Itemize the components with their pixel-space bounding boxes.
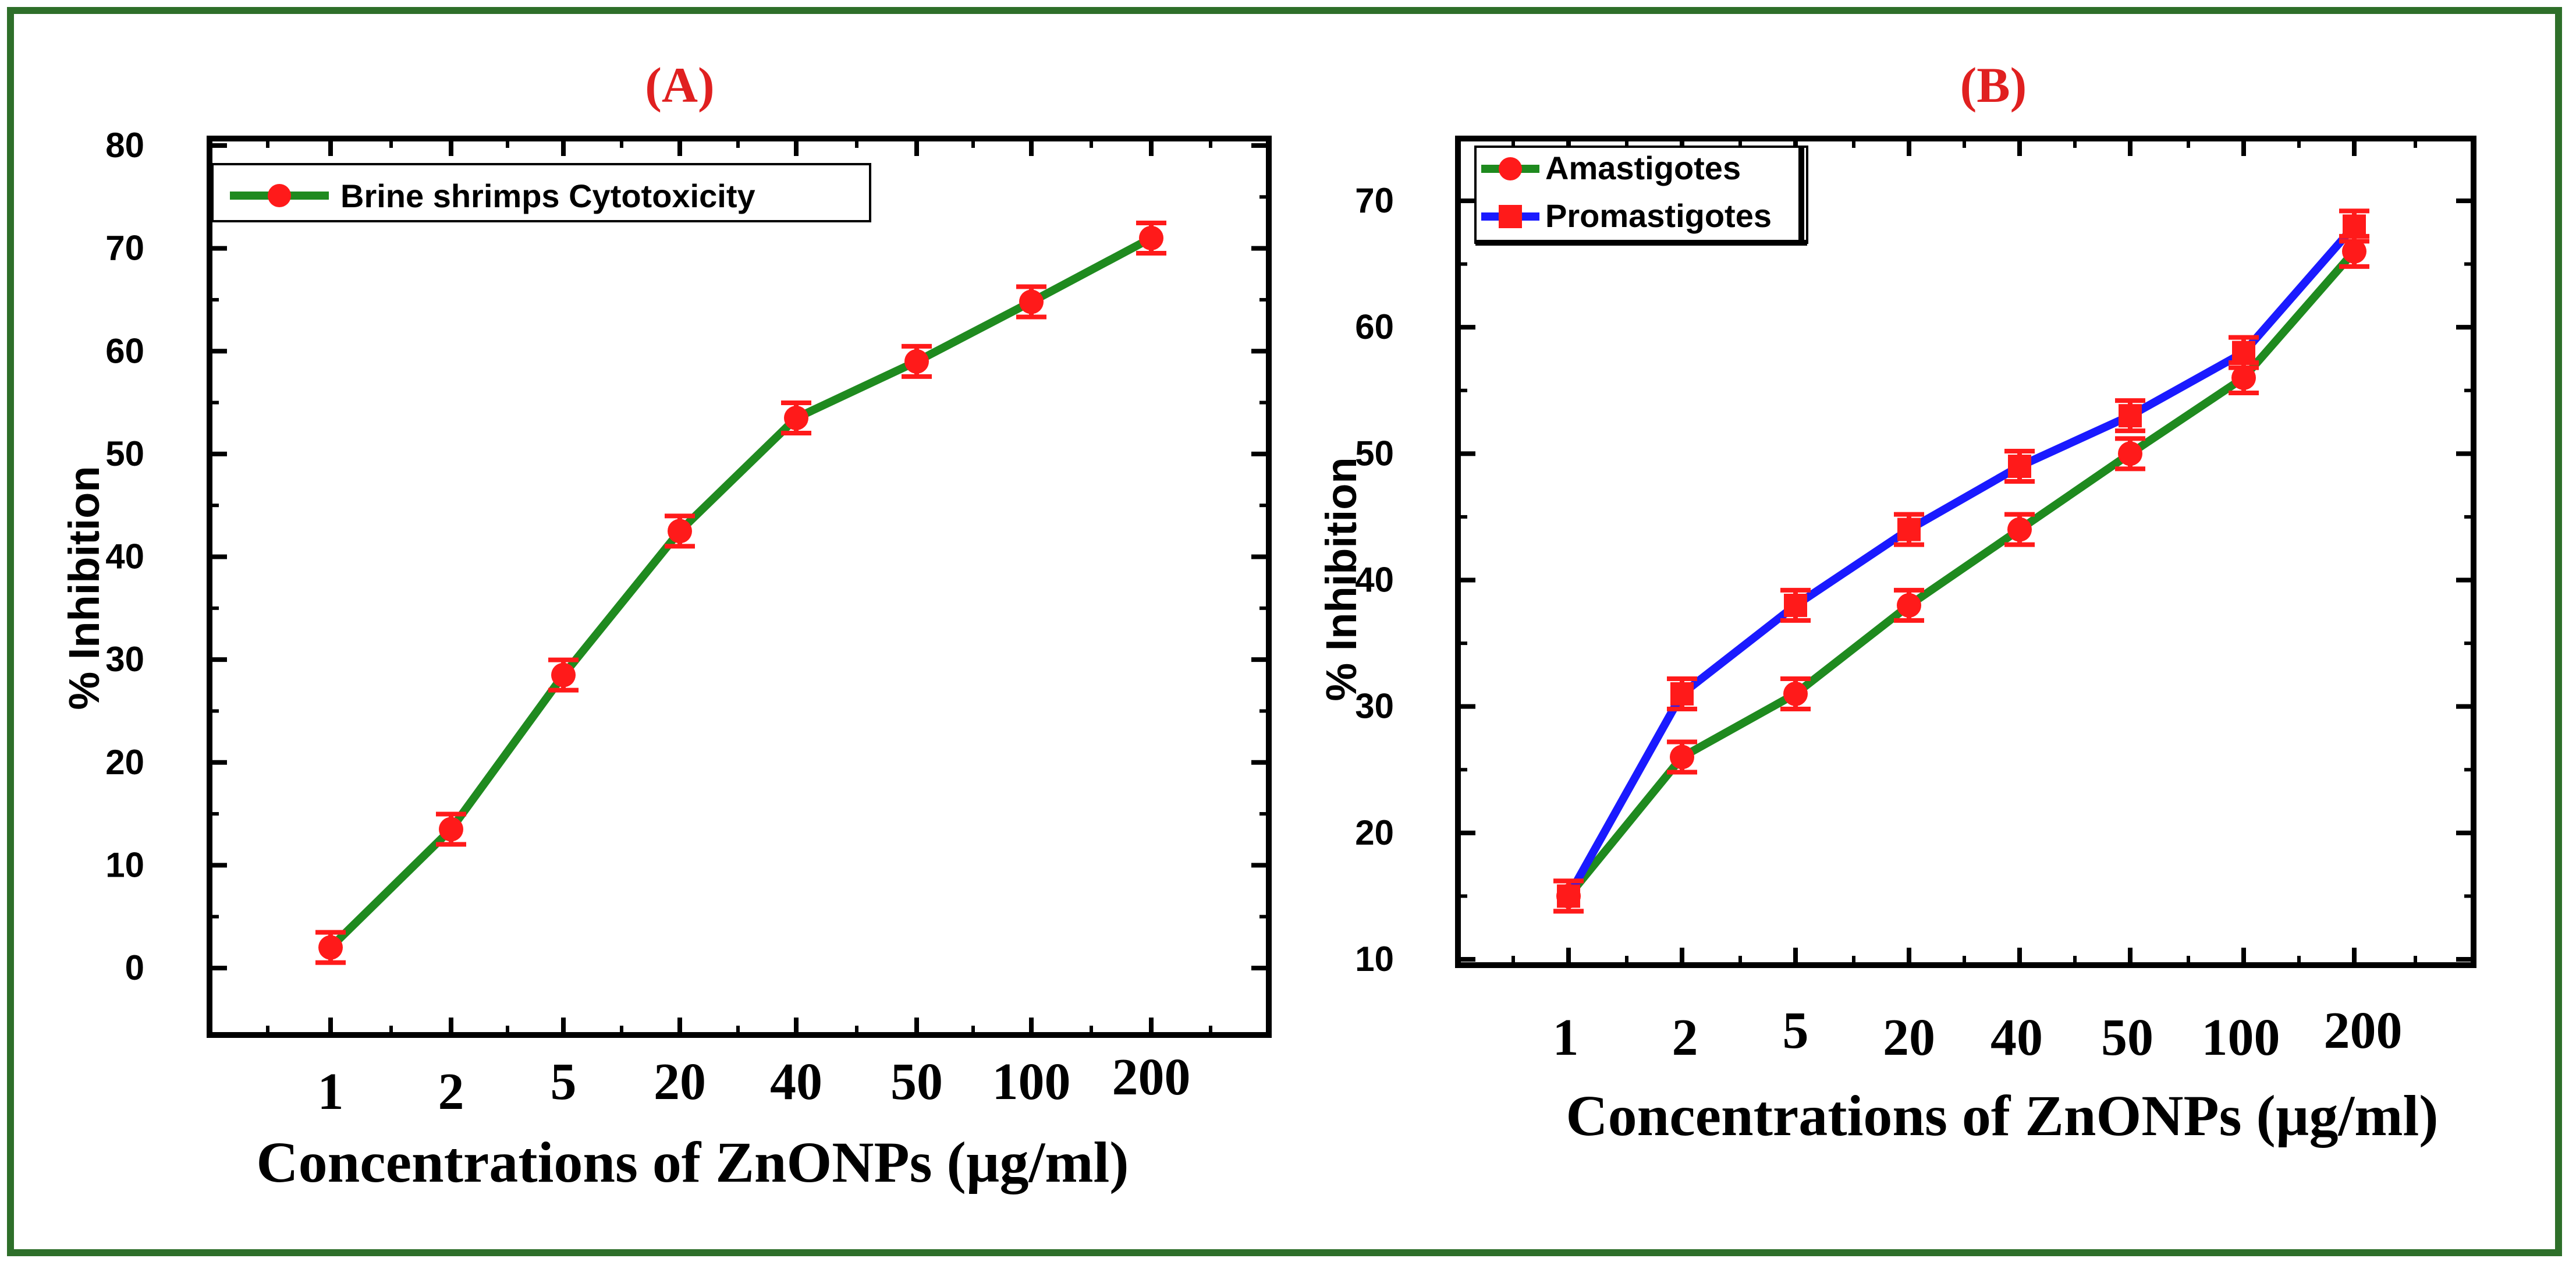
panel-b-series-amastigotes-point <box>2004 512 2035 547</box>
panel-a-series-brine-shrimps-cytotoxicity-marker <box>318 935 343 960</box>
panel-a-y-axis-label: % Inhibition <box>60 466 108 710</box>
panel-b-series-amastigotes-marker <box>2231 366 2256 391</box>
panel-a-x-tick-label: 2 <box>438 1063 464 1121</box>
panel-a-series-brine-shrimps-cytotoxicity-point <box>1016 284 1046 320</box>
panel-a-y-tick-label: 60 <box>105 331 144 370</box>
panel-b-series-amastigotes-marker <box>1783 681 1808 706</box>
panel-b-title: (B) <box>1960 57 2027 113</box>
panel-a-y-tick-label: 70 <box>105 229 144 268</box>
panel-a-x-tick-label: 5 <box>551 1053 577 1111</box>
panel-b-x-tick-label: 1 <box>1553 1009 1579 1066</box>
panel-b-x-tick-label: 40 <box>1990 1009 2043 1066</box>
panel-a-x-tick-label: 1 <box>318 1063 344 1121</box>
panel-a-x-tick-label: 200 <box>1112 1048 1191 1106</box>
panel-a-series-brine-shrimps-cytotoxicity-point <box>548 657 579 693</box>
panel-b-series-amastigotes-point <box>1667 739 1697 775</box>
panel-a-series-brine-shrimps-cytotoxicity-marker <box>1019 289 1044 314</box>
panel-a: (A) 0 10 20 30 40 50 60 70 80 1 2 5 20 40 50 100… <box>60 57 1272 1194</box>
panel-a-y-tick-label: 0 <box>125 948 144 987</box>
panel-a-x-tick-label: 50 <box>890 1053 943 1111</box>
panel-a-series-brine-shrimps-cytotoxicity-point <box>436 811 466 847</box>
panel-b-x-tick-label: 200 <box>2324 1002 2403 1059</box>
panel-b-series-promastigotes-point <box>2229 335 2259 370</box>
panel-b-series-promastigotes-point <box>1894 512 1924 547</box>
panel-a-series-brine-shrimps-cytotoxicity-point <box>781 400 811 436</box>
panel-a-y-tick-label: 20 <box>105 743 144 782</box>
panel-b-series-promastigotes-marker <box>1897 517 1921 541</box>
panel-a-x-tick-label: 100 <box>992 1053 1071 1111</box>
panel-b-y-tick-label: 50 <box>1355 434 1394 473</box>
panel-b-series-amastigotes-point <box>2115 436 2145 472</box>
panel-a-y-tick-label: 50 <box>105 434 144 473</box>
panel-a-y-tick-label: 80 <box>105 126 144 165</box>
panel-b-series-promastigotes-point <box>2004 449 2035 484</box>
panel-b-series-promastigotes-marker <box>2232 341 2255 364</box>
panel-b-series-amastigotes-point <box>1894 587 1924 623</box>
panel-b-series-amastigotes-point <box>1780 676 1811 711</box>
panel-b-series-amastigotes-marker <box>2118 441 2142 466</box>
panel-b-series-amastigotes-marker <box>2007 517 2032 542</box>
panel-a-series-brine-shrimps-cytotoxicity-point <box>902 343 932 379</box>
panel-a-legend: Brine shrimps Cytotoxicity <box>211 163 871 222</box>
panel-b-legend-marker-promastigotes <box>1499 205 1522 228</box>
panel-a-legend-marker <box>268 184 291 207</box>
panel-b-x-tick-label: 100 <box>2202 1009 2280 1066</box>
panel-a-legend-label: Brine shrimps Cytotoxicity <box>340 178 755 214</box>
panel-b-x-axis-label: Concentrations of ZnONPs (µg/ml) <box>1566 1083 2438 1148</box>
panel-b-y-tick-label: 30 <box>1355 687 1394 726</box>
panel-a-y-tick-label: 40 <box>105 537 144 576</box>
panel-b-series-amastigotes-marker <box>1897 593 1921 618</box>
panel-b-x-tick-label: 5 <box>1783 1002 1809 1059</box>
panel-a-series-brine-shrimps-cytotoxicity-marker <box>904 349 929 374</box>
panel-a-series-brine-shrimps-cytotoxicity-point <box>665 513 695 549</box>
panel-b-y-tick-label: 40 <box>1355 561 1394 600</box>
panel-b-y-tick-label: 20 <box>1355 813 1394 852</box>
panel-b-y-axis-label: % Inhibition <box>1317 457 1365 701</box>
panel-a-series-brine-shrimps-cytotoxicity-marker <box>668 519 692 544</box>
panel-a-y-tick-label: 30 <box>105 640 144 679</box>
panel-a-title: (A) <box>645 57 714 113</box>
panel-b-series-promastigotes-marker <box>1670 682 1694 706</box>
panel-b-series-promastigotes-point <box>2115 398 2145 434</box>
panel-a-x-tick-label: 40 <box>770 1053 822 1111</box>
panel-b-series-amastigotes-marker <box>1670 745 1694 770</box>
panel-b-series-amastigotes-marker <box>2342 239 2366 264</box>
panel-b-x-tick-label: 50 <box>2101 1009 2153 1066</box>
panel-b-series-amastigotes-line <box>1565 249 2358 899</box>
panel-a-series-brine-shrimps-cytotoxicity-point <box>1136 220 1166 256</box>
panel-b-series-promastigotes-point <box>1553 878 1584 914</box>
panel-a-x-axis-label: Concentrations of ZnONPs (µg/ml) <box>256 1130 1129 1194</box>
panel-a-y-tick-label: 10 <box>105 845 144 884</box>
panel-b-x-tick-label: 2 <box>1672 1009 1698 1066</box>
panel-a-series-brine-shrimps-cytotoxicity-marker <box>784 406 808 431</box>
panel-b-legend-label: Promastigotes <box>1545 197 1772 234</box>
panel-b-series-promastigotes-line <box>1564 223 2358 898</box>
panel-a-series-brine-shrimps-cytotoxicity-marker <box>439 817 463 842</box>
panel-b-series-promastigotes-point <box>2339 208 2369 244</box>
panel-b: (B) 10 20 30 40 50 60 70 1 2 5 20 40 50 100 20… <box>1317 57 2476 1148</box>
panel-b-series-promastigotes-point <box>1780 587 1811 623</box>
panel-b-y-tick-label: 60 <box>1355 307 1394 346</box>
panel-b-series-promastigotes-point <box>1667 676 1697 711</box>
panel-b-y-tick-label: 10 <box>1355 940 1394 979</box>
panel-b-series-promastigotes-marker <box>2119 404 2142 428</box>
panel-b-series-promastigotes-marker <box>2008 455 2031 478</box>
panel-b-x-tick-label: 20 <box>1883 1009 1935 1066</box>
panel-a-series-brine-shrimps-cytotoxicity-line <box>328 234 1154 951</box>
panel-b-legend-label: Amastigotes <box>1545 150 1741 186</box>
panel-a-series-brine-shrimps-cytotoxicity-point <box>315 930 346 965</box>
panel-b-series-promastigotes-marker <box>1557 884 1580 908</box>
panel-b-series-promastigotes-marker <box>1784 593 1807 617</box>
panel-a-x-tick-label: 20 <box>654 1053 706 1111</box>
panel-a-plot-frame <box>207 136 1272 1038</box>
panel-b-legend: Amastigotes Promastigotes <box>1474 146 1808 246</box>
panel-b-series-promastigotes-marker <box>2343 214 2366 238</box>
panel-b-legend-marker-amastigotes <box>1499 157 1522 180</box>
panel-a-series-brine-shrimps-cytotoxicity-marker <box>1139 225 1163 250</box>
panel-a-series-brine-shrimps-cytotoxicity-marker <box>551 662 576 687</box>
panel-b-y-tick-label: 70 <box>1355 181 1394 220</box>
